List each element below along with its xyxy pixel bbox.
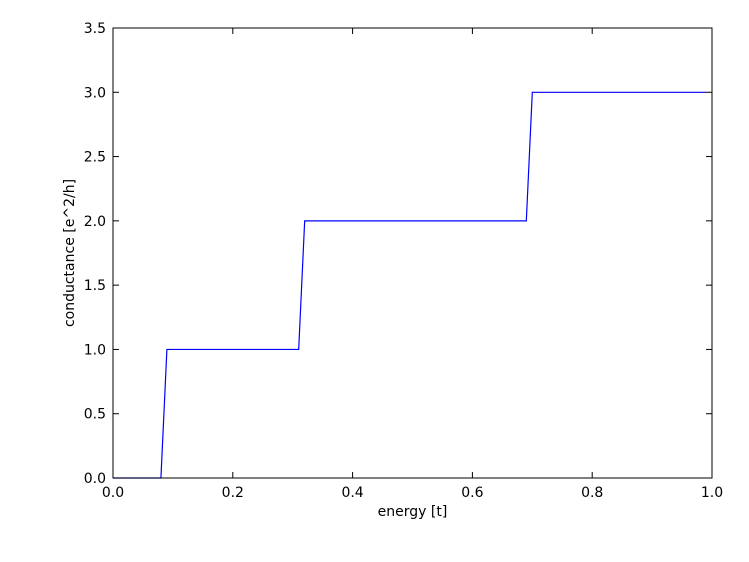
x-tick-label: 0.8 [581,485,603,501]
y-tick-label: 1.5 [84,278,106,294]
x-tick-label: 0.0 [102,485,124,501]
x-axis-label: energy [t] [378,504,448,520]
plot-area [113,28,712,478]
y-axis-label: conductance [e^2/h] [62,179,78,327]
x-tick-label: 1.0 [701,485,723,501]
plot-background [113,28,712,478]
series-layer [113,91,707,479]
y-tick-label: 2.0 [84,214,106,230]
plot-frame-border [112,27,713,479]
y-tick-label: 1.0 [84,342,106,358]
y-axis-ticks: 0.0 0.5 1.0 1.5 2.0 2.5 3.0 3.5 [84,21,712,487]
series-line-0 [113,91,707,479]
x-tick-label: 0.2 [222,485,244,501]
x-axis-ticks: 0.0 0.2 0.4 0.6 0.8 1.0 [102,28,723,501]
y-tick-label: 0.5 [84,407,106,423]
y-tick-label: 3.0 [84,85,106,101]
y-tick-label: 0.0 [84,471,106,487]
plot-frame [112,27,713,479]
x-tick-label: 0.6 [461,485,483,501]
x-tick-label: 0.4 [341,485,363,501]
y-tick-label: 2.5 [84,150,106,166]
y-tick-label: 3.5 [84,21,106,37]
